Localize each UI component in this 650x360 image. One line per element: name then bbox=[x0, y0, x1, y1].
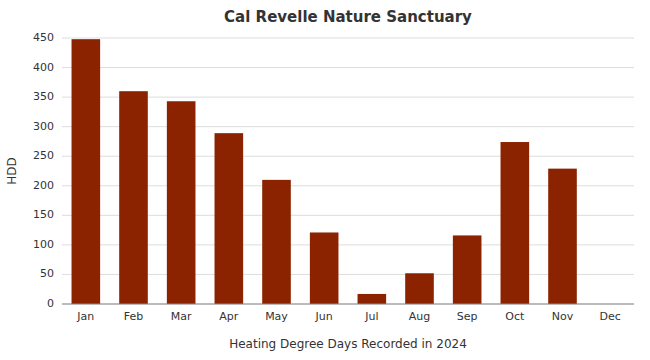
x-tick-label: Jun bbox=[315, 310, 333, 323]
y-tick-label: 150 bbox=[33, 208, 54, 221]
y-tick-label: 100 bbox=[33, 238, 54, 251]
x-tick-label: Sep bbox=[457, 310, 478, 323]
bar bbox=[501, 142, 530, 304]
x-tick-label: Jan bbox=[76, 310, 94, 323]
y-tick-label: 350 bbox=[33, 90, 54, 103]
y-tick-label: 250 bbox=[33, 149, 54, 162]
bar bbox=[119, 91, 148, 304]
x-tick-label: Aug bbox=[409, 310, 430, 323]
x-axis-line bbox=[62, 304, 634, 305]
grid-line bbox=[62, 38, 634, 39]
title: Cal Revelle Nature Sanctuary bbox=[224, 8, 472, 26]
y-tick-label: 200 bbox=[33, 179, 54, 192]
x-tick-label: Nov bbox=[552, 310, 574, 323]
x-axis-label: Heating Degree Days Recorded in 2024 bbox=[229, 337, 467, 351]
bar bbox=[358, 294, 387, 304]
y-axis-label: HDD bbox=[5, 157, 19, 185]
y-tick-label: 450 bbox=[33, 31, 54, 44]
chart: 0 50 100 150 200 250 300 350 400 450 Jan Feb Mar Apr M… bbox=[0, 0, 650, 360]
x-axis: Jan Feb Mar Apr May Jun Jul Aug Sep Oct Nov Dec bbox=[76, 310, 620, 323]
bar bbox=[310, 232, 339, 304]
bar bbox=[405, 273, 434, 304]
y-tick-label: 300 bbox=[33, 120, 54, 133]
y-tick-label: 400 bbox=[33, 61, 54, 74]
bar bbox=[215, 133, 244, 304]
bar bbox=[262, 180, 291, 304]
grid-line bbox=[62, 67, 634, 68]
bar bbox=[548, 169, 577, 304]
x-tick-label: Dec bbox=[600, 310, 621, 323]
y-tick-label: 0 bbox=[47, 297, 54, 310]
x-tick-label: Apr bbox=[219, 310, 239, 323]
x-tick-label: May bbox=[265, 310, 288, 323]
bar bbox=[167, 101, 196, 304]
x-tick-label: Feb bbox=[124, 310, 143, 323]
grid bbox=[62, 38, 634, 304]
bar bbox=[453, 235, 482, 304]
x-tick-label: Jul bbox=[364, 310, 378, 323]
chart-container: 0 50 100 150 200 250 300 350 400 450 Jan Feb Mar Apr M… bbox=[0, 0, 650, 360]
y-axis: 0 50 100 150 200 250 300 350 400 450 bbox=[33, 31, 54, 310]
x-tick-label: Oct bbox=[505, 310, 525, 323]
x-tick-label: Mar bbox=[171, 310, 192, 323]
grid-line bbox=[62, 304, 634, 305]
bar bbox=[72, 39, 101, 304]
bars bbox=[72, 39, 577, 304]
y-tick-label: 50 bbox=[40, 267, 54, 280]
